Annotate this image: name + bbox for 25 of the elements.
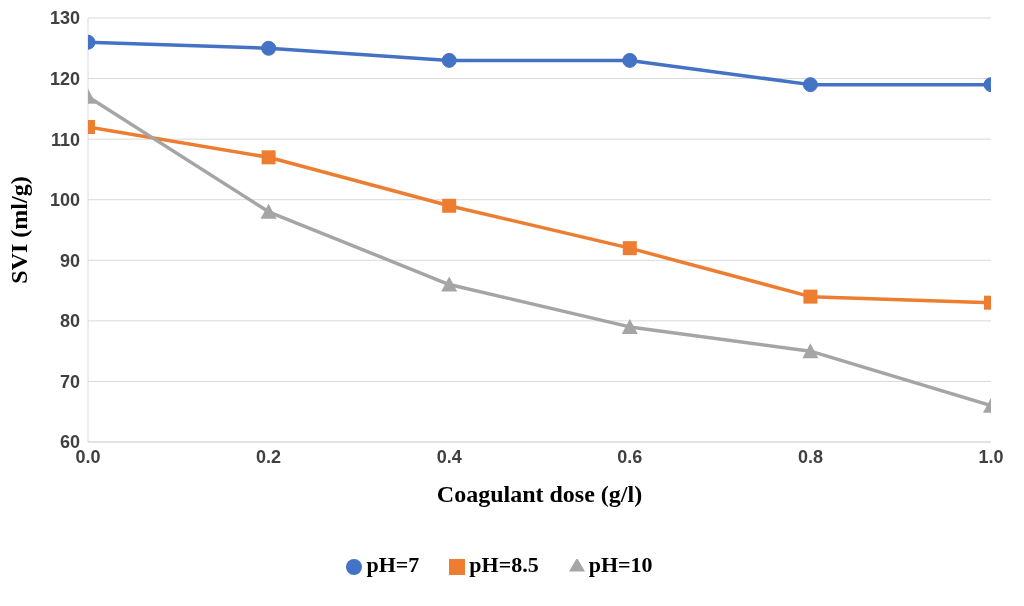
- y-axis-title: SVI (ml/g): [5, 176, 32, 284]
- point: [441, 52, 457, 68]
- point: [261, 40, 277, 56]
- y-tick-label: 90: [59, 250, 80, 271]
- y-tick-label: 80: [59, 311, 80, 332]
- point: [622, 52, 638, 68]
- y-tick-label: 120: [49, 68, 80, 89]
- point: [442, 198, 457, 213]
- y-tick-label: 110: [50, 129, 80, 150]
- x-tick-label: 0.4: [436, 446, 462, 467]
- legend-label: pH=8.5: [469, 552, 539, 577]
- y-tick-label: 130: [49, 8, 80, 29]
- x-tick-label: 0.8: [797, 446, 823, 467]
- legend-label: pH=10: [588, 552, 653, 577]
- point: [621, 318, 638, 334]
- point: [802, 77, 818, 93]
- x-tick-label: 0.6: [617, 446, 643, 467]
- x-tick-label: 0.2: [256, 446, 282, 467]
- point: [622, 241, 637, 256]
- legend-label: pH=7: [366, 552, 420, 577]
- y-tick-label: 100: [49, 190, 80, 211]
- x-axis-title: Coagulant dose (g/l): [436, 481, 643, 507]
- point: [441, 276, 458, 292]
- x-tick-label: 1.0: [978, 446, 1004, 467]
- y-tick-label: 70: [59, 371, 80, 392]
